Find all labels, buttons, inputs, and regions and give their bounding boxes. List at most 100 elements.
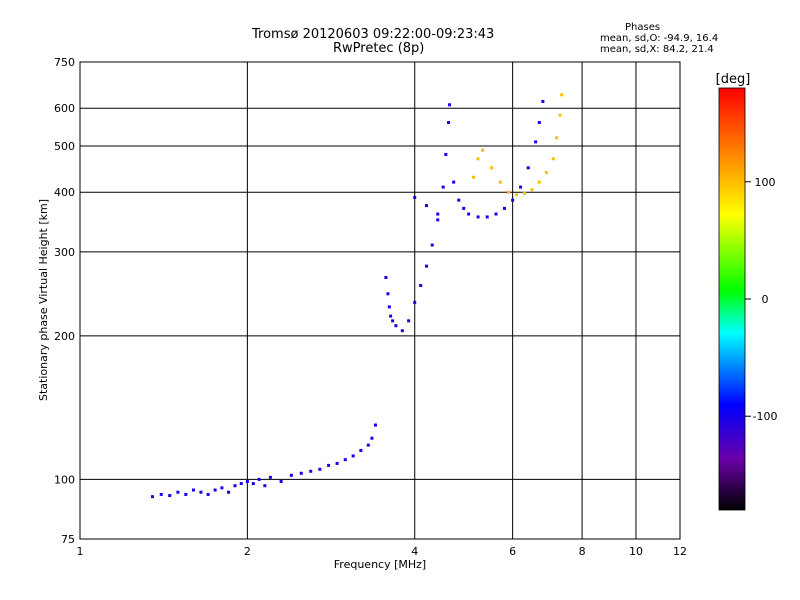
data-point: [558, 113, 562, 117]
data-point: [457, 198, 461, 202]
data-point: [389, 314, 393, 318]
data-point: [227, 490, 231, 494]
data-point: [309, 469, 313, 473]
data-point: [384, 276, 388, 280]
data-point: [436, 212, 440, 216]
data-point: [233, 484, 237, 488]
data-point: [507, 190, 511, 194]
data-point: [436, 218, 440, 222]
data-point: [471, 175, 475, 179]
colorbar-tick-label: -100: [753, 410, 778, 423]
data-point: [551, 157, 555, 161]
data-point: [263, 484, 267, 488]
data-point: [530, 188, 534, 192]
data-point: [534, 140, 538, 144]
data-point: [430, 243, 434, 247]
data-point: [206, 492, 210, 496]
data-point: [373, 423, 377, 427]
data-point: [407, 319, 411, 323]
data-point: [279, 479, 283, 483]
y-axis-title: Stationary phase Virtual Height [km]: [37, 199, 50, 401]
data-point: [494, 212, 498, 216]
data-point: [213, 488, 217, 492]
data-point: [299, 471, 303, 475]
data-point: [425, 264, 429, 268]
data-point: [446, 121, 450, 125]
data-point: [386, 292, 390, 296]
data-point: [541, 99, 545, 103]
data-point: [251, 482, 255, 486]
data-point: [318, 467, 322, 471]
data-point: [394, 324, 398, 328]
data-point: [515, 193, 519, 197]
y-tick-label: 75: [61, 533, 75, 546]
data-point: [268, 475, 272, 479]
y-axis-ticks: 75 100 200 300 400 500 600 750: [54, 56, 75, 546]
data-point: [444, 152, 448, 156]
data-point: [239, 482, 243, 486]
data-point: [343, 458, 347, 462]
data-point: [526, 166, 530, 170]
colorbar-tick-label: 100: [755, 176, 776, 189]
data-point: [490, 166, 494, 170]
phases-title: Phases: [625, 22, 661, 33]
data-point: [448, 103, 452, 107]
data-point: [387, 305, 391, 309]
colorbar-ticks: 100 0 -100: [745, 176, 777, 423]
data-point: [425, 204, 429, 208]
y-tick-label: 100: [54, 473, 75, 486]
x-tick-label: 6: [509, 545, 516, 558]
y-tick-label: 600: [54, 102, 75, 115]
x-tick-label: 1: [77, 545, 84, 558]
data-point: [184, 492, 188, 496]
data-point: [351, 454, 355, 458]
data-point: [400, 329, 404, 333]
data-point: [191, 488, 195, 492]
y-tick-label: 200: [54, 330, 75, 343]
colorbar: [718, 87, 746, 511]
data-point: [327, 463, 331, 467]
data-point: [245, 479, 249, 483]
x-tick-label: 4: [411, 545, 418, 558]
data-point: [498, 180, 502, 184]
data-point: [485, 215, 489, 219]
data-point: [391, 319, 395, 323]
data-point: [462, 206, 466, 210]
data-point: [476, 157, 480, 161]
y-tick-label: 300: [54, 246, 75, 259]
data-points: [150, 93, 564, 499]
data-point: [199, 490, 203, 494]
phases-mean-x: mean, sd,X: 84.2, 21.4: [600, 44, 714, 55]
plot-area: [79, 61, 681, 540]
data-point: [359, 448, 363, 452]
data-point: [481, 148, 485, 152]
data-point: [452, 180, 456, 184]
data-point: [522, 191, 526, 195]
data-point: [413, 195, 417, 199]
data-point: [537, 121, 541, 125]
phases-mean-o: mean, sd,O: -94.9, 16.4: [600, 33, 719, 44]
colorbar-tick-label: 0: [762, 293, 769, 306]
grid-lines: [80, 62, 680, 539]
x-tick-label: 8: [579, 545, 586, 558]
data-point: [366, 443, 370, 447]
data-point: [519, 185, 523, 189]
data-point: [335, 461, 339, 465]
y-tick-label: 750: [54, 56, 75, 69]
data-point: [159, 492, 163, 496]
data-point: [560, 93, 564, 97]
x-tick-label: 12: [673, 545, 687, 558]
chart-title-line1: Tromsø 20120603 09:22:00-09:23:43: [252, 27, 495, 42]
x-tick-label: 2: [244, 545, 251, 558]
data-point: [511, 198, 515, 202]
data-point: [544, 170, 548, 174]
data-point: [370, 436, 374, 440]
y-tick-label: 500: [54, 140, 75, 153]
data-point: [168, 494, 172, 498]
data-point: [467, 212, 471, 216]
data-point: [413, 300, 417, 304]
data-point: [476, 215, 480, 219]
data-point: [289, 473, 293, 477]
data-point: [257, 477, 261, 481]
